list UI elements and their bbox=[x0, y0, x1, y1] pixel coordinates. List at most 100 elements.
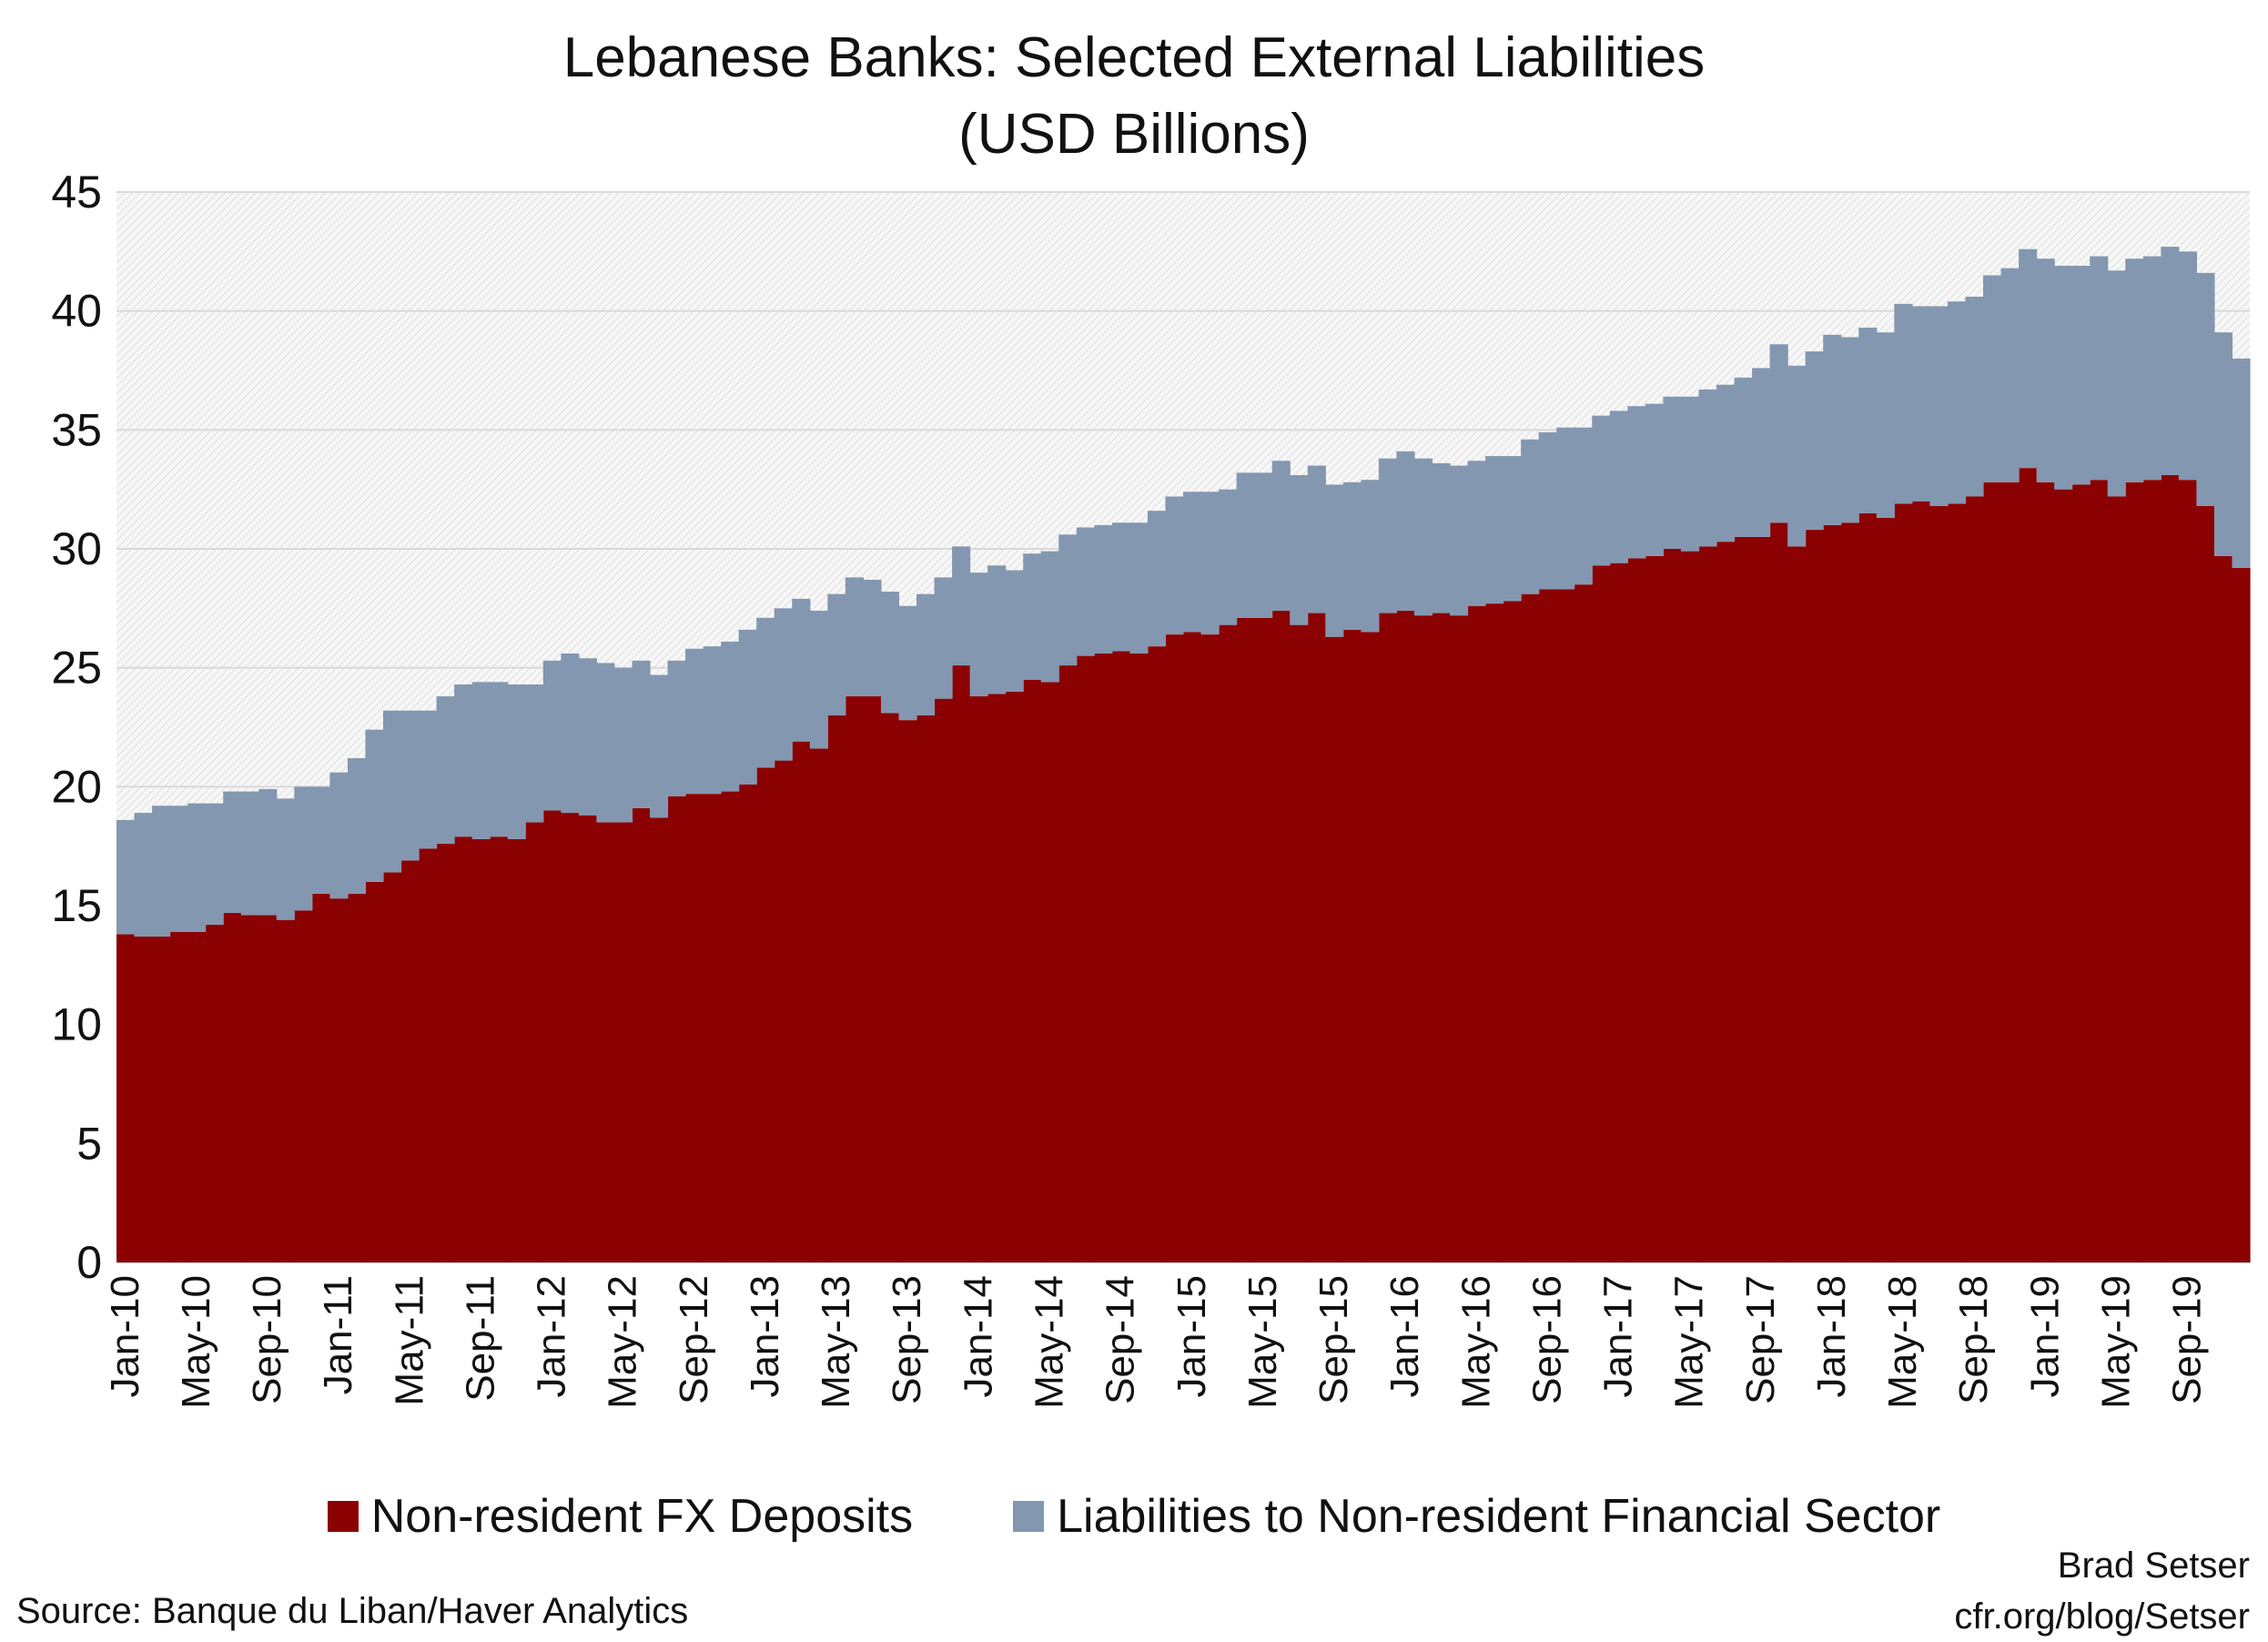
area-segment-financial-sector bbox=[1574, 427, 1593, 585]
area-segment-fx-deposits bbox=[667, 796, 686, 1262]
area-segment-fx-deposits bbox=[1805, 530, 1824, 1262]
area-segment-financial-sector bbox=[1929, 306, 1949, 506]
area-segment-financial-sector bbox=[1076, 527, 1095, 656]
area-segment-financial-sector bbox=[934, 577, 953, 699]
area-segment-financial-sector bbox=[1734, 377, 1753, 537]
area-segment-financial-sector bbox=[1396, 451, 1415, 611]
x-tick-label: Jan-16 bbox=[1382, 1275, 1427, 1398]
x-tick-label: Sep-11 bbox=[458, 1275, 502, 1402]
area-segment-fx-deposits bbox=[2142, 480, 2162, 1262]
x-tick-label: Jan-11 bbox=[316, 1275, 360, 1394]
area-segment-fx-deposits bbox=[1290, 624, 1309, 1262]
area-segment-financial-sector bbox=[1521, 439, 1540, 594]
area-segment-fx-deposits bbox=[650, 817, 669, 1262]
site: cfr.org/blog/Setser bbox=[1954, 1596, 2250, 1637]
area-segment-financial-sector bbox=[1645, 403, 1664, 556]
area-segment-financial-sector bbox=[1058, 534, 1078, 666]
x-tick-label: May-18 bbox=[1880, 1275, 1925, 1409]
area-segment-financial-sector bbox=[2090, 256, 2109, 481]
area-segment-financial-sector bbox=[223, 791, 242, 913]
area-segment-financial-sector bbox=[1627, 406, 1646, 559]
area-segment-fx-deposits bbox=[1840, 522, 1859, 1262]
area-segment-fx-deposits bbox=[1165, 634, 1184, 1262]
area-segment-financial-sector bbox=[1858, 327, 1878, 513]
chart-subtitle: (USD Billions) bbox=[958, 103, 1310, 166]
area-segment-fx-deposits bbox=[223, 912, 242, 1262]
area-segment-fx-deposits bbox=[240, 915, 259, 1262]
area-segment-financial-sector bbox=[1983, 275, 2002, 482]
x-tick-label: May-13 bbox=[814, 1275, 858, 1409]
area-segment-fx-deposits bbox=[276, 919, 295, 1262]
area-segment-fx-deposits bbox=[1183, 632, 1202, 1262]
area-segment-financial-sector bbox=[738, 629, 757, 785]
x-tick-label: Jan-15 bbox=[1169, 1275, 1214, 1398]
area-segment-fx-deposits bbox=[187, 931, 207, 1262]
area-segment-fx-deposits bbox=[2019, 468, 2038, 1262]
area-segment-financial-sector bbox=[1503, 456, 1522, 602]
area-segment-financial-sector bbox=[1876, 332, 1895, 519]
area-segment-financial-sector bbox=[347, 757, 367, 894]
area-segment-fx-deposits bbox=[1413, 615, 1433, 1262]
area-segment-financial-sector bbox=[2071, 266, 2091, 485]
area-segment-fx-deposits bbox=[1911, 501, 1930, 1262]
area-segment-financial-sector bbox=[2000, 268, 2020, 482]
area-segment-financial-sector bbox=[952, 546, 971, 666]
source-note: Source: Banque du Liban/Haver Analytics bbox=[16, 1591, 689, 1631]
area-segment-fx-deposits bbox=[809, 748, 828, 1262]
y-tick-label: 20 bbox=[51, 761, 102, 812]
area-segment-financial-sector bbox=[454, 684, 473, 837]
area-segment-financial-sector bbox=[1432, 462, 1451, 613]
area-segment-fx-deposits bbox=[863, 696, 882, 1262]
author: Brad Setser bbox=[2057, 1546, 2250, 1586]
area-segment-financial-sector bbox=[1342, 481, 1362, 630]
x-tick-label: May-17 bbox=[1667, 1275, 1712, 1409]
area-segment-financial-sector bbox=[365, 729, 384, 882]
x-tick-label: Sep-15 bbox=[1311, 1275, 1356, 1404]
area-segment-financial-sector bbox=[863, 579, 882, 697]
area-segment-financial-sector bbox=[1290, 474, 1309, 625]
area-segment-financial-sector bbox=[721, 641, 740, 792]
y-tick-label: 0 bbox=[76, 1237, 102, 1288]
area-segment-fx-deposits bbox=[561, 813, 580, 1262]
area-segment-financial-sector bbox=[1005, 570, 1024, 692]
area-segment-financial-sector bbox=[1556, 427, 1575, 590]
area-segment-financial-sector bbox=[578, 658, 597, 816]
area-segment-fx-deposits bbox=[774, 760, 793, 1262]
area-segment-financial-sector bbox=[311, 786, 330, 894]
x-tick-label: Jan-17 bbox=[1596, 1275, 1641, 1398]
legend-label: Non-resident FX Deposits bbox=[370, 1490, 914, 1543]
area-segment-financial-sector bbox=[205, 803, 224, 925]
area-segment-financial-sector bbox=[134, 813, 153, 937]
area-segment-fx-deposits bbox=[845, 696, 864, 1262]
area-segment-financial-sector bbox=[880, 592, 900, 714]
x-tick-label: Sep-19 bbox=[2165, 1275, 2210, 1404]
area-segment-financial-sector bbox=[2107, 270, 2126, 497]
area-segment-fx-deposits bbox=[1342, 629, 1362, 1262]
legend: Non-resident FX Deposits Liabilities to … bbox=[0, 1489, 2268, 1544]
area-segment-financial-sector bbox=[542, 660, 562, 811]
area-segment-fx-deposits bbox=[1556, 589, 1575, 1262]
area-segment-fx-deposits bbox=[987, 694, 1007, 1262]
area-segment-fx-deposits bbox=[400, 860, 420, 1262]
area-segment-financial-sector bbox=[2125, 258, 2144, 482]
area-segment-fx-deposits bbox=[1823, 524, 1842, 1262]
area-segment-fx-deposits bbox=[2125, 481, 2144, 1262]
area-segment-financial-sector bbox=[1129, 522, 1149, 654]
area-segment-fx-deposits bbox=[1076, 655, 1095, 1262]
area-segment-financial-sector bbox=[685, 648, 704, 795]
area-segment-financial-sector bbox=[1787, 365, 1807, 547]
area-segment-fx-deposits bbox=[1734, 536, 1753, 1262]
area-segment-financial-sector bbox=[1592, 415, 1611, 566]
area-segment-financial-sector bbox=[1823, 334, 1842, 525]
area-segment-financial-sector bbox=[436, 696, 455, 845]
area-segment-fx-deposits bbox=[756, 767, 775, 1262]
area-segment-fx-deposits bbox=[2161, 474, 2180, 1262]
area-segment-fx-deposits bbox=[365, 881, 384, 1262]
area-segment-financial-sector bbox=[1111, 522, 1130, 652]
area-segment-financial-sector bbox=[1040, 551, 1059, 683]
area-segment-financial-sector bbox=[1450, 465, 1469, 616]
area-segment-financial-sector bbox=[383, 710, 402, 873]
area-segment-fx-deposits bbox=[1894, 503, 1913, 1262]
area-segment-financial-sector bbox=[1254, 472, 1273, 618]
x-tick-label: May-15 bbox=[1240, 1275, 1285, 1409]
